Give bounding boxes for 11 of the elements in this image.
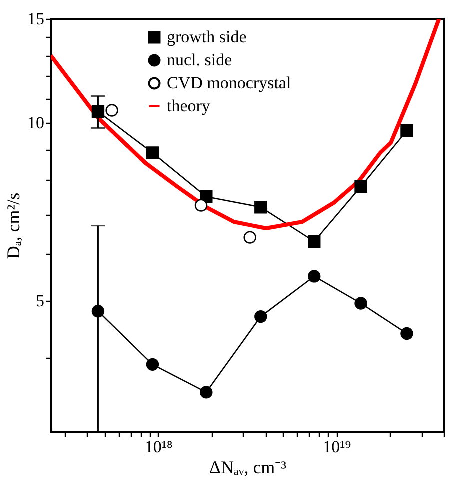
legend-label: CVD monocrystal	[167, 74, 292, 92]
legend-label: nucl. side	[167, 50, 232, 70]
y-axis-title: Dₐ, cm²/s	[4, 192, 24, 260]
y-tick-label: 10	[28, 114, 44, 133]
legend-label: growth side	[167, 28, 247, 46]
legend-label: theory	[167, 96, 211, 116]
y-tick-label: 5	[36, 291, 44, 310]
x-tick-label: 10¹⁹	[323, 438, 352, 456]
y-tick-label: 15	[28, 10, 44, 28]
x-tick-label: 10¹⁸	[144, 438, 173, 456]
x-axis-title: ΔNₐᵥ, cm⁻³	[209, 458, 288, 478]
